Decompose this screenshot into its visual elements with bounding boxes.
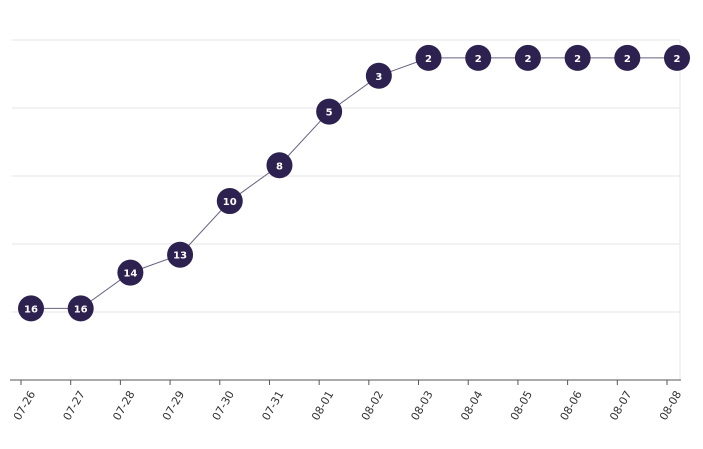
value-label: 8: [276, 161, 283, 172]
point: [266, 152, 293, 179]
value-label: 2: [425, 54, 432, 65]
x-tick-label: 07-27: [61, 389, 88, 423]
point: [564, 44, 591, 71]
x-tick-label: 08-06: [558, 389, 585, 423]
point: [415, 44, 442, 71]
x-tick-label: 08-08: [657, 389, 684, 423]
value-label: 16: [74, 304, 88, 315]
point: [465, 44, 492, 71]
point: [216, 188, 243, 215]
value-label: 13: [173, 251, 187, 262]
x-tick-label: 08-01: [309, 389, 336, 423]
value-label: 14: [123, 269, 137, 280]
value-label: 2: [524, 54, 531, 65]
point: [614, 44, 641, 71]
point: [316, 98, 343, 125]
x-tick-label: 08-04: [458, 389, 485, 423]
point: [67, 295, 94, 322]
value-label: 2: [574, 54, 581, 65]
x-tick-label: 07-28: [110, 389, 137, 423]
x-tick-label: 08-07: [607, 389, 634, 423]
point: [365, 62, 392, 89]
value-label: 16: [24, 304, 38, 315]
x-tick-label: 08-05: [508, 389, 535, 423]
x-tick-label: 08-03: [408, 389, 435, 423]
point: [117, 259, 144, 286]
x-tick-label: 07-26: [11, 389, 38, 423]
value-label: 2: [624, 54, 631, 65]
x-tick-label: 08-02: [359, 389, 386, 423]
point: [167, 241, 194, 268]
x-tick-label: 07-29: [160, 389, 187, 423]
value-label: 10: [223, 197, 237, 208]
value-label: 3: [375, 72, 382, 83]
x-tick-label: 07-30: [210, 389, 237, 423]
x-tick-label: 07-31: [259, 389, 286, 423]
point: [18, 295, 44, 322]
point: [664, 44, 690, 71]
value-label: 5: [326, 108, 333, 119]
value-label: 2: [674, 54, 681, 65]
point: [514, 44, 541, 71]
value-label: 2: [475, 54, 482, 65]
